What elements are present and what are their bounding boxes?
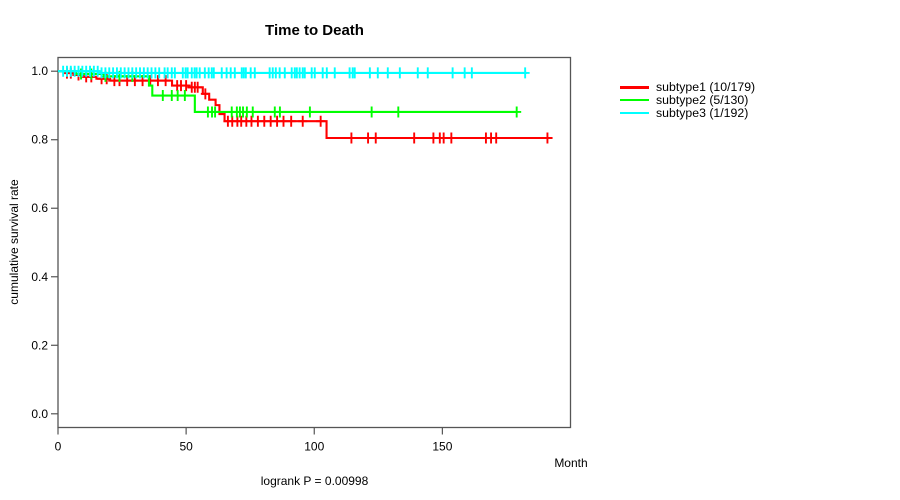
logrank-pvalue: logrank P = 0.00998	[260, 474, 369, 488]
x-tick-label: 100	[304, 440, 324, 454]
curve-subtype2	[58, 70, 517, 114]
legend-item-subtype1: subtype1 (10/179)	[620, 81, 755, 94]
y-tick-label: 0.2	[31, 338, 48, 352]
y-tick-label: 0.8	[31, 133, 48, 147]
x-tick-label: 50	[179, 440, 193, 454]
y-tick-label: 0.6	[31, 201, 48, 215]
subtype1-line-swatch	[620, 86, 649, 89]
legend-label-subtype2: subtype2 (5/130)	[656, 92, 749, 107]
legend-item-subtype2: subtype2 (5/130)	[620, 92, 755, 107]
y-tick-label: 1.0	[31, 64, 48, 78]
x-tick-label: 150	[432, 440, 452, 454]
x-axis-label: Month	[554, 456, 588, 470]
legend-label-subtype1: subtype1 (10/179)	[656, 80, 756, 94]
legend-label-subtype3: subtype3 (1/192)	[656, 105, 749, 120]
subtype2-line-swatch	[620, 98, 649, 102]
y-tick-label: 0.4	[31, 270, 48, 284]
legend: subtype1 (10/179) subtype2 (5/130) subty…	[620, 81, 755, 119]
censor-marks-subtype1	[62, 67, 552, 144]
legend-item-subtype3: subtype3 (1/192)	[620, 105, 755, 120]
censor-marks-subtype3	[58, 65, 530, 79]
chart-title: Time to Death	[265, 22, 364, 39]
y-tick-label: 0.0	[31, 407, 48, 421]
subtype3-line-swatch	[620, 111, 649, 115]
x-tick-label: 0	[55, 440, 62, 454]
